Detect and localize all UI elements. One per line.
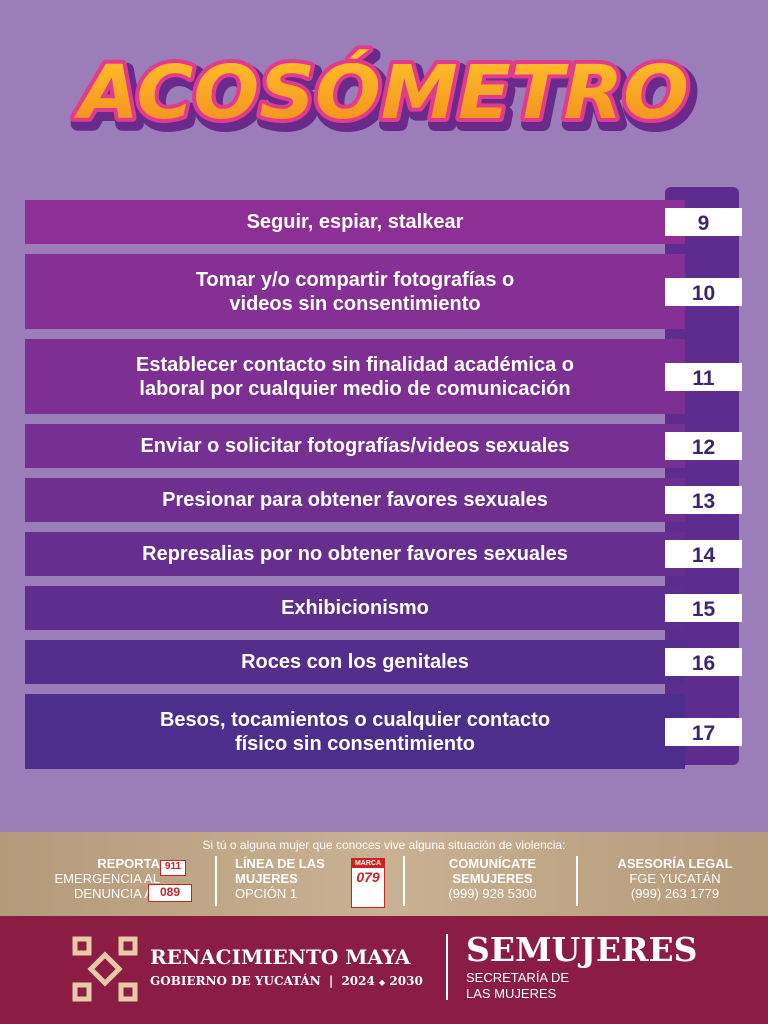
score: 13	[665, 486, 742, 514]
separator	[576, 856, 578, 906]
separator	[403, 856, 405, 906]
item-text: Enviar o solicitar fotografías/videos se…	[140, 435, 570, 457]
legal-line: FGE YUCATÁN	[629, 871, 721, 886]
item-row: Exhibicionismo	[25, 586, 685, 630]
item-row: Enviar o solicitar fotografías/videos se…	[25, 424, 685, 468]
year: 2030	[389, 974, 423, 988]
item-row: Presionar para obtener favores sexuales	[25, 478, 685, 522]
item-text: físico sin consentimiento	[234, 732, 476, 755]
score: 14	[665, 540, 742, 568]
women-line: LÍNEA DE LAS MUJERES OPCIÓN 1	[235, 856, 345, 901]
report-line: DENUNCIA AL	[74, 886, 160, 901]
agency-sub: SECRETARÍA DE LAS MUJERES	[466, 970, 569, 1002]
item-text: Seguir, espiar, stalkear	[246, 211, 464, 233]
separator	[446, 934, 448, 1000]
score: 9	[665, 208, 742, 236]
item-text: laboral por cualquier medio de comunicac…	[139, 377, 571, 400]
contact-head: SEMUJERES	[452, 871, 533, 886]
brand-gov: GOBIERNO DE YUCATÁN | 2024 ◆ 2030	[150, 974, 423, 988]
contact: COMUNÍCATE SEMUJERES (999) 928 5300	[415, 856, 570, 901]
separator	[215, 856, 217, 906]
line-head: MUJERES	[235, 871, 298, 886]
brand-bar	[0, 916, 768, 1024]
item-row: Roces con los genitales	[25, 640, 685, 684]
icon-text: MARCA	[352, 859, 384, 868]
score: 12	[665, 432, 742, 460]
gov: GOBIERNO DE YUCATÁN	[150, 974, 321, 988]
logo	[72, 936, 138, 1002]
score: 17	[665, 717, 742, 746]
icon-text: 079	[356, 869, 380, 885]
line-head: LÍNEA DE LAS	[235, 856, 325, 871]
item-text: Represalias por no obtener favores sexua…	[142, 543, 568, 565]
icon-911: 911	[160, 860, 186, 876]
report-line: EMERGENCIA AL	[54, 871, 160, 886]
agency-line: SECRETARÍA DE	[466, 970, 570, 985]
item-text: Besos, tocamientos o cualquier contacto	[159, 708, 551, 731]
item-text: Exhibicionismo	[281, 597, 429, 619]
item-row: Seguir, espiar, stalkear	[25, 200, 685, 244]
agency: SEMUJERES	[466, 930, 698, 969]
item-row: Besos, tocamientos o cualquier contacto f…	[25, 694, 685, 769]
item-text: Establecer contacto sin finalidad académ…	[136, 353, 574, 376]
legal-phone: (999) 263 1779	[630, 886, 720, 901]
item-text: videos sin consentimiento	[229, 292, 481, 315]
contact-head: COMUNÍCATE	[448, 856, 537, 871]
legal-head: ASESORÍA LEGAL	[617, 856, 733, 871]
score: 15	[665, 594, 742, 622]
report-head: REPORTA	[97, 856, 160, 871]
line-option: OPCIÓN 1	[235, 886, 298, 901]
item-row: Establecer contacto sin finalidad académ…	[25, 339, 685, 414]
icon-079: MARCA 079	[351, 858, 385, 908]
title: ACOSÓMETRO	[74, 48, 689, 136]
year: 2024	[341, 974, 375, 988]
legal: ASESORÍA LEGAL FGE YUCATÁN (999) 263 177…	[595, 856, 755, 901]
item-row: Represalias por no obtener favores sexua…	[25, 532, 685, 576]
icon-089: 089	[148, 884, 192, 902]
item-text: Roces con los genitales	[241, 651, 469, 673]
item-text: Presionar para obtener favores sexuales	[162, 489, 548, 511]
contact-phone: (999) 928 5300	[448, 886, 537, 901]
brand-name: RENACIMIENTO MAYA	[150, 945, 411, 969]
score: 11	[665, 362, 742, 391]
score: 16	[665, 648, 742, 676]
score: 10	[665, 277, 742, 306]
item-text: Tomar y/o compartir fotografías o	[195, 268, 515, 291]
title-shadow: ACOSÓMETRO	[78, 54, 693, 142]
title-area: ACOSÓMETRO ACOSÓMETRO	[70, 44, 700, 149]
intro: Si tú o alguna mujer que conoces vive al…	[202, 838, 566, 852]
report: REPORTA EMERGENCIA AL DENUNCIA AL	[20, 856, 160, 901]
item-row: Tomar y/o compartir fotografías o videos …	[25, 254, 685, 329]
agency-line: LAS MUJERES	[466, 986, 557, 1001]
